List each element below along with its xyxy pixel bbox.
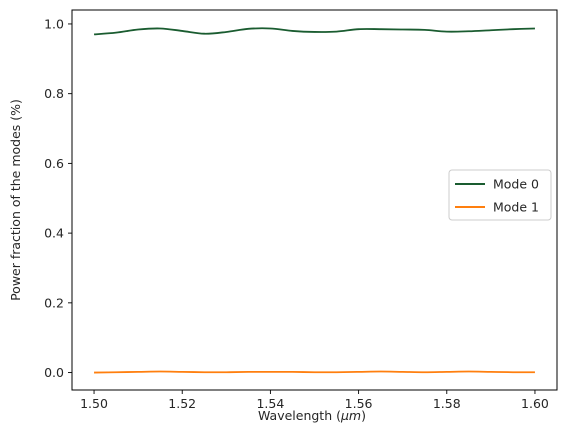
legend: Mode 0 Mode 1 <box>448 169 552 221</box>
x-tick-label: 1.56 <box>345 396 373 411</box>
x-tick-label: 1.54 <box>256 396 284 411</box>
x-axis-ticks: 1.50 1.52 1.54 1.56 1.58 1.60 <box>80 390 549 411</box>
y-tick-label: 0.2 <box>44 295 64 310</box>
y-axis-ticks: 0.0 0.2 0.4 0.6 0.8 1.0 <box>44 16 72 380</box>
plot-frame <box>71 9 558 391</box>
y-tick-label: 1.0 <box>44 16 64 31</box>
x-tick-label: 1.58 <box>433 396 461 411</box>
series-lines <box>93 27 535 374</box>
y-tick-label: 0.6 <box>44 156 64 171</box>
y-tick-label: 0.0 <box>44 365 64 380</box>
series-line-mode-0 <box>93 27 535 36</box>
x-tick-label: 1.50 <box>80 396 108 411</box>
legend-label-mode-1: Mode 1 <box>493 200 539 215</box>
y-tick-label: 0.4 <box>44 226 64 241</box>
x-tick-label: 1.60 <box>521 396 549 411</box>
x-axis-label: Wavelength (μm) <box>258 408 366 423</box>
x-tick-label: 1.52 <box>168 396 196 411</box>
y-tick-label: 0.8 <box>44 86 64 101</box>
legend-label-mode-0: Mode 0 <box>493 177 539 192</box>
y-axis-label: Power fraction of the modes (%) <box>8 99 23 301</box>
series-line-mode-1 <box>94 370 535 374</box>
x-axis-unit: μm <box>340 408 361 423</box>
